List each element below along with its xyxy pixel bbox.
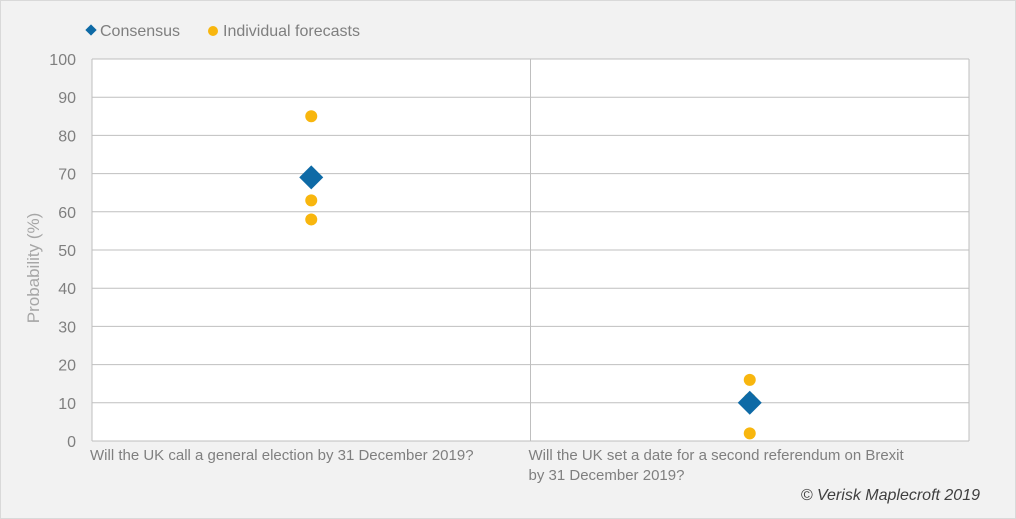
category-labels: Will the UK call a general election by 3…	[90, 447, 905, 484]
y-axis-title: Probability (%)	[24, 213, 43, 324]
y-tick-label-20: 20	[58, 358, 76, 375]
consensus-point-1	[299, 165, 324, 190]
gridlines	[91, 58, 970, 442]
forecast-point-1-3	[305, 213, 318, 226]
consensus-point-2	[737, 390, 762, 415]
y-tick-label-50: 50	[58, 243, 76, 260]
forecast-point-1-2	[305, 194, 318, 207]
y-tick-label-70: 70	[58, 167, 76, 184]
credit-text: © Verisk Maplecroft 2019	[801, 487, 980, 504]
category-label-2-line-2: by 31 December 2019?	[529, 467, 685, 484]
data-marks	[299, 110, 762, 440]
forecast-point-2-3	[743, 427, 756, 440]
legend: Consensus Individual forecasts	[85, 23, 360, 40]
forecast-point-2-1	[743, 373, 756, 386]
legend-consensus-marker	[85, 24, 97, 36]
y-tick-label-30: 30	[58, 319, 76, 336]
legend-consensus-label: Consensus	[100, 23, 180, 40]
y-tick-label-0: 0	[67, 434, 76, 451]
y-tick-label-10: 10	[58, 396, 76, 413]
y-axis-ticks: 0 10 20 30 40 50 60 70 80 90 100	[49, 52, 76, 451]
category-label-1-line-1: Will the UK call a general election by 3…	[90, 447, 474, 464]
y-tick-label-100: 100	[49, 52, 76, 69]
forecast-point-1-1	[305, 110, 318, 123]
y-tick-label-90: 90	[58, 90, 76, 107]
legend-forecasts-label: Individual forecasts	[223, 23, 360, 40]
y-tick-label-40: 40	[58, 281, 76, 298]
legend-forecasts-marker	[208, 26, 218, 36]
y-tick-label-80: 80	[58, 128, 76, 145]
y-tick-label-60: 60	[58, 205, 76, 222]
category-label-2-line-1: Will the UK set a date for a second refe…	[529, 447, 905, 464]
